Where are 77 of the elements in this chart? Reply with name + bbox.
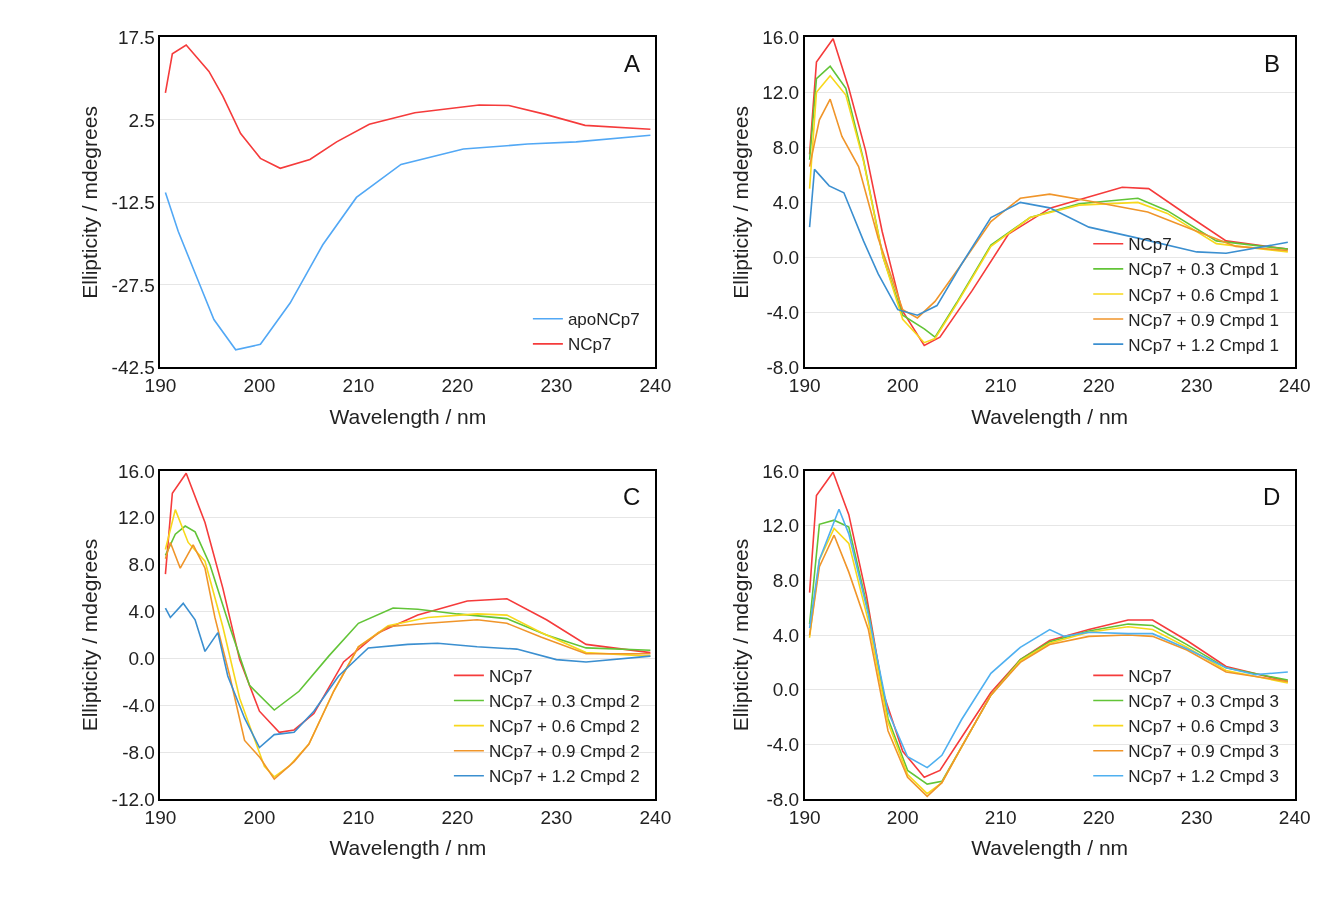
y-tick-label: 4.0 xyxy=(772,192,800,214)
y-tick-label: 16.0 xyxy=(117,460,155,482)
legend-label: NCp7 + 0.6 Cmpd 1 xyxy=(1128,285,1279,305)
y-tick-label: -4.0 xyxy=(122,694,155,716)
line-series xyxy=(164,44,652,170)
y-tick-label: 12.0 xyxy=(762,82,800,103)
y-tick-label: -4.0 xyxy=(766,302,800,324)
x-tick-label: 240 xyxy=(639,806,672,828)
x-axis-title: Wavelength / nm xyxy=(329,404,487,428)
legend-label: NCp7 xyxy=(567,335,612,355)
y-tick-label: 12.0 xyxy=(762,515,800,537)
legend-label: NCp7 + 1.2 Cmpd 2 xyxy=(488,767,640,787)
x-tick-label: 220 xyxy=(441,374,474,396)
y-tick-label: 16.0 xyxy=(762,26,800,48)
legend-label: NCp7 + 0.3 Cmpd 1 xyxy=(1128,260,1279,280)
x-tick-label: 230 xyxy=(540,806,573,828)
x-tick-label: 220 xyxy=(1082,806,1115,828)
x-axis-title: Wavelength / nm xyxy=(971,836,1129,860)
x-axis-title: Wavelength / nm xyxy=(329,836,487,860)
x-tick-label: 230 xyxy=(1180,374,1213,396)
y-tick-label: 17.5 xyxy=(117,26,155,48)
x-tick-label: 200 xyxy=(243,806,276,828)
y-tick-label: 12.0 xyxy=(117,507,155,529)
x-axis-title: Wavelength / nm xyxy=(971,404,1129,428)
legend-label: NCp7 + 1.2 Cmpd 3 xyxy=(1128,767,1279,787)
y-tick-label: 0.0 xyxy=(772,247,800,269)
legend-label: NCp7 + 1.2 Cmpd 1 xyxy=(1128,335,1279,355)
x-tick-label: 210 xyxy=(342,806,375,828)
legend-label: apoNCp7 xyxy=(567,310,640,330)
y-axis-title: Ellipticity / mdegrees xyxy=(78,106,102,299)
y-tick-label: 16.0 xyxy=(762,460,800,482)
x-tick-label: 220 xyxy=(441,806,474,828)
x-tick-label: 220 xyxy=(1082,374,1115,396)
y-tick-label: 8.0 xyxy=(772,137,800,159)
line-series xyxy=(164,472,652,734)
legend-label: NCp7 xyxy=(1128,235,1172,255)
y-tick-label: 8.0 xyxy=(772,569,800,591)
line-series xyxy=(164,134,652,351)
y-tick-label: 8.0 xyxy=(128,554,155,576)
x-tick-label: 200 xyxy=(886,374,919,396)
legend-label: NCp7 + 0.9 Cmpd 1 xyxy=(1128,310,1279,330)
y-tick-label: -4.0 xyxy=(766,734,800,756)
x-tick-label: 210 xyxy=(984,374,1017,396)
x-tick-label: 240 xyxy=(1278,806,1311,828)
x-tick-label: 240 xyxy=(1278,374,1311,396)
x-tick-label: 210 xyxy=(342,374,375,396)
legend-label: NCp7 xyxy=(488,667,533,687)
x-tick-label: 200 xyxy=(243,374,276,396)
y-axis-title: Ellipticity / mdegrees xyxy=(728,538,752,732)
y-tick-label: 4.0 xyxy=(772,624,800,646)
x-tick-label: 200 xyxy=(886,806,919,828)
annotation: C xyxy=(623,483,641,510)
annotation: D xyxy=(1263,483,1281,510)
y-tick-label: -12.5 xyxy=(111,192,155,214)
legend-label: NCp7 + 0.6 Cmpd 2 xyxy=(488,717,640,737)
legend-label: NCp7 + 0.6 Cmpd 3 xyxy=(1128,717,1279,737)
line-series xyxy=(164,525,652,711)
line-series xyxy=(808,168,1289,316)
x-tick-label: 230 xyxy=(1180,806,1213,828)
legend-label: NCp7 + 0.9 Cmpd 2 xyxy=(488,742,640,762)
annotation: A xyxy=(624,50,641,77)
x-tick-label: 210 xyxy=(984,806,1017,828)
y-tick-label: 2.5 xyxy=(128,109,155,131)
y-axis-title: Ellipticity / mdegrees xyxy=(78,538,102,732)
y-axis-title: Ellipticity / mdegrees xyxy=(728,106,752,299)
y-tick-label: -27.5 xyxy=(111,274,155,296)
legend-label: NCp7 xyxy=(1128,667,1172,687)
legend-label: NCp7 + 0.3 Cmpd 2 xyxy=(488,692,640,712)
x-tick-label: 240 xyxy=(639,374,672,396)
x-tick-label: 230 xyxy=(540,374,573,396)
annotation: B xyxy=(1264,50,1281,77)
y-tick-label: 0.0 xyxy=(772,679,800,701)
y-tick-label: -8.0 xyxy=(122,741,155,763)
legend-label: NCp7 + 0.3 Cmpd 3 xyxy=(1128,692,1279,712)
legend-label: NCp7 + 0.9 Cmpd 3 xyxy=(1128,742,1279,762)
y-tick-label: 4.0 xyxy=(128,601,155,623)
y-tick-label: 0.0 xyxy=(128,648,155,670)
